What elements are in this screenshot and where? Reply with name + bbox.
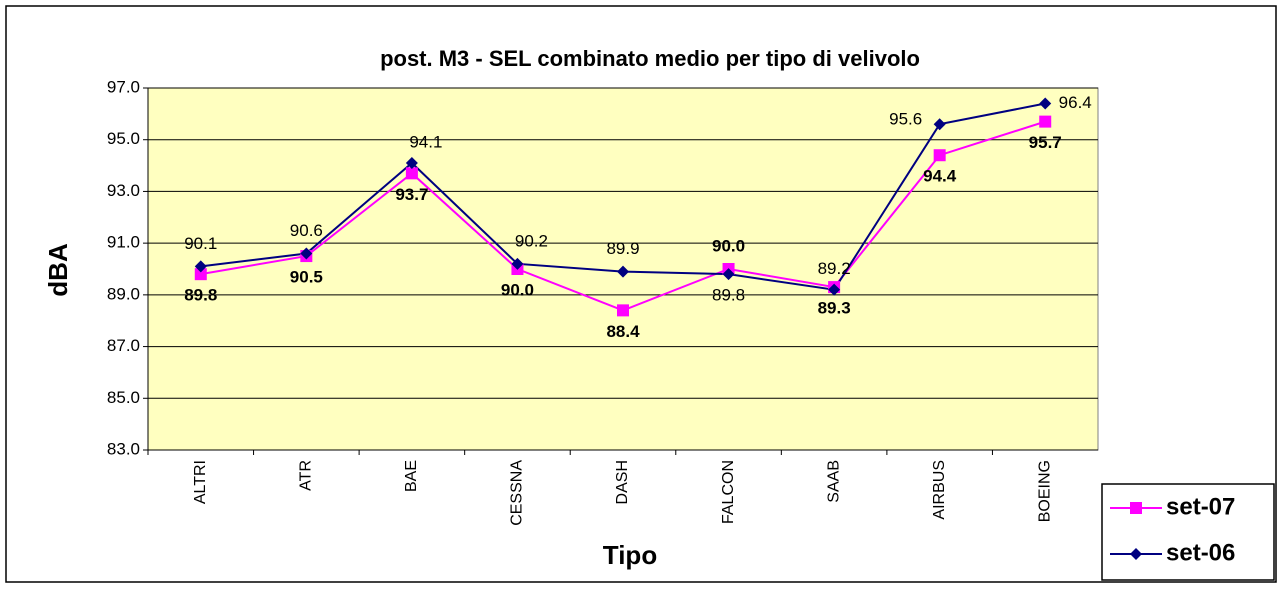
data-label: 90.5 [290,268,323,287]
data-point [194,268,207,281]
x-tick-label: BOEING [1036,460,1053,522]
data-point [194,260,207,273]
y-axis-label: dBA [43,243,73,297]
data-label: 90.2 [515,231,548,250]
data-label: 88.4 [606,322,640,341]
data-label: 90.0 [501,280,534,299]
data-label: 90.1 [184,234,217,253]
x-axis-label: Tipo [603,540,657,570]
data-label: 89.2 [818,259,851,278]
y-tick-label: 85.0 [107,388,140,407]
data-point [933,118,946,131]
data-point [405,156,418,169]
data-label: 89.9 [606,239,639,258]
y-tick-label: 89.0 [107,284,140,303]
x-tick-label: AIRBUS [931,460,948,520]
data-label: 93.7 [395,185,428,204]
legend-label: set-07 [1166,493,1235,520]
data-point [405,167,418,180]
y-tick-label: 87.0 [107,336,140,355]
data-label: 94.4 [923,167,957,186]
y-tick-label: 95.0 [107,129,140,148]
data-point [722,268,735,281]
x-tick-label: SAAB [825,460,842,503]
legend-marker [1130,548,1142,560]
legend-box [1101,483,1275,581]
data-point [617,304,629,317]
x-tick-label: ALTRI [192,460,209,504]
data-point [511,257,524,270]
legend-marker [1130,502,1142,514]
data-label: 89.8 [184,286,217,305]
data-label: 90.6 [290,221,323,240]
data-point [933,149,946,162]
data-label: 89.8 [712,286,745,305]
chart-title: post. M3 - SEL combinato medio per tipo … [380,46,920,71]
data-point [617,265,629,278]
legend-label: set-06 [1166,539,1235,566]
y-tick-label: 97.0 [107,77,140,96]
data-point [1039,97,1052,110]
x-tick-label: FALCON [720,460,737,524]
data-label: 94.1 [409,132,442,151]
data-label: 95.7 [1029,133,1062,152]
x-tick-label: DASH [614,460,631,504]
y-tick-label: 91.0 [107,233,140,252]
data-label: 89.3 [818,299,851,318]
data-label: 90.0 [712,236,745,255]
x-tick-label: ATR [298,460,315,491]
y-tick-label: 93.0 [107,181,140,200]
y-tick-label: 83.0 [107,439,140,458]
x-tick-label: BAE [403,460,420,492]
data-point [828,283,841,296]
data-label: 96.4 [1059,93,1092,112]
x-tick-label: CESSNA [509,460,526,526]
data-point [1039,115,1052,128]
data-label: 95.6 [889,110,922,129]
data-point [300,247,313,260]
